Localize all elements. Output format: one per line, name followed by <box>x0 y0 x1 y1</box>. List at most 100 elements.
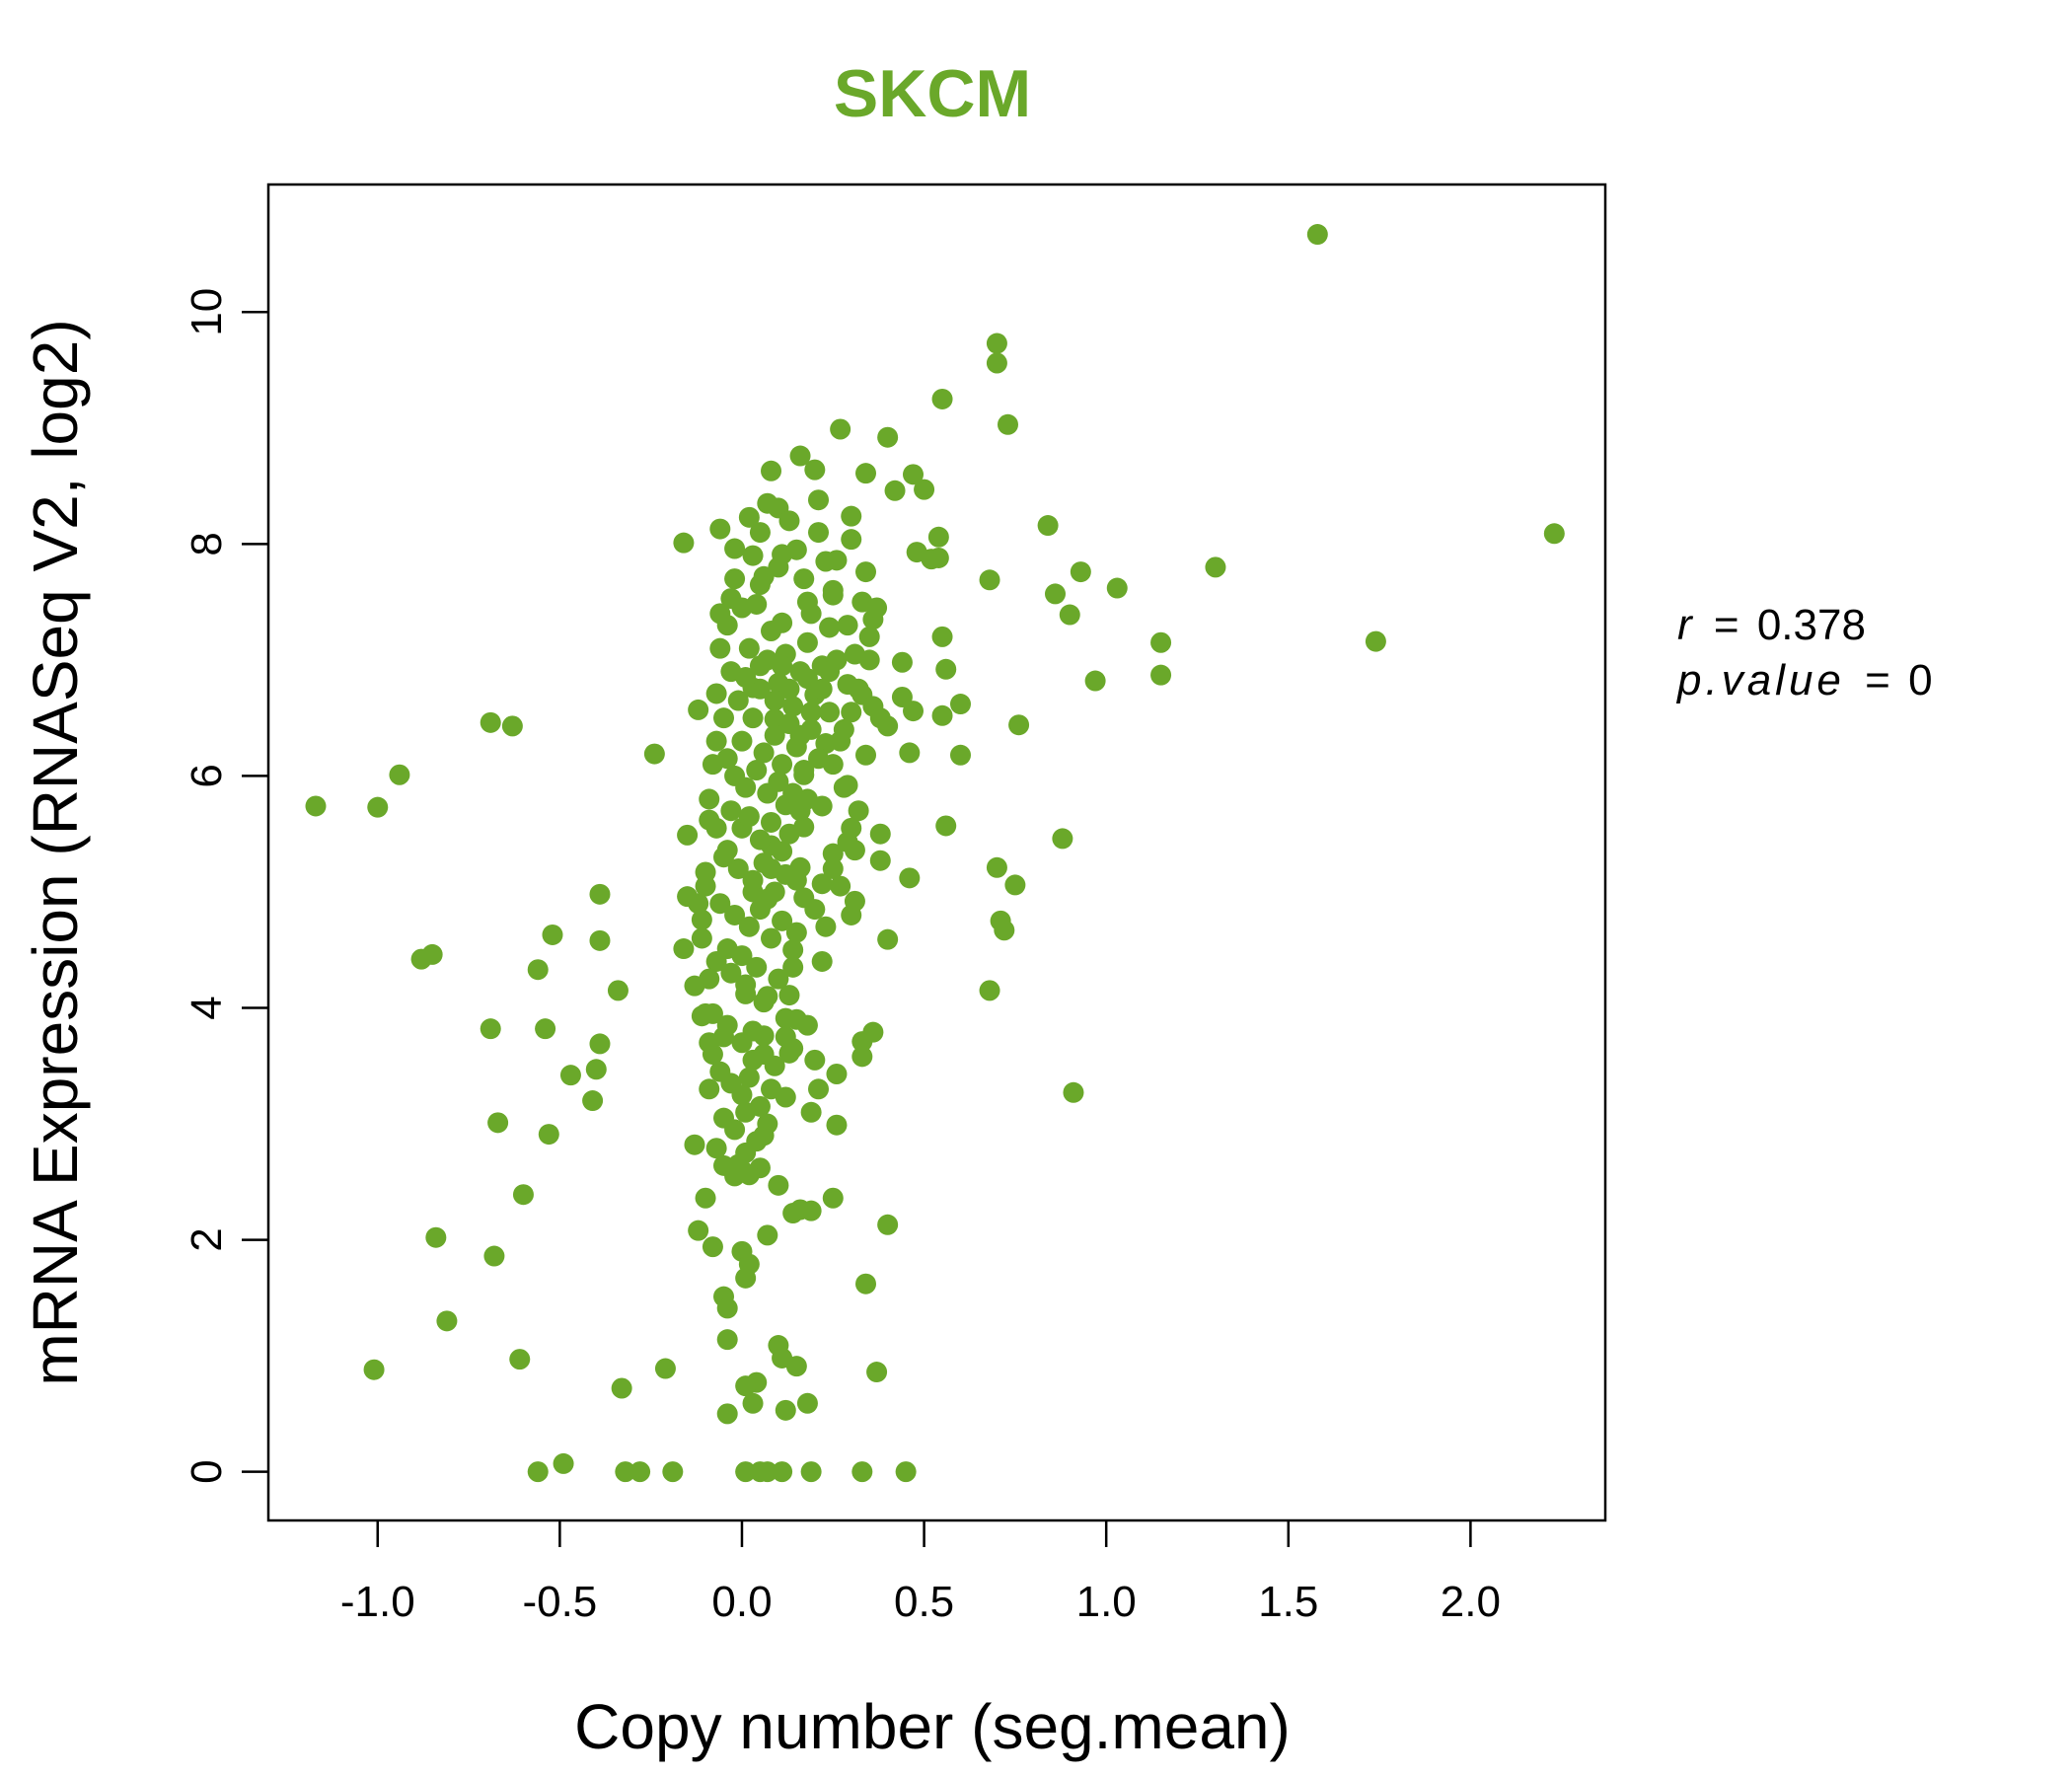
p-label: p.value <box>1675 656 1845 704</box>
data-point <box>1306 224 1328 246</box>
data-point <box>1150 631 1172 653</box>
data-point <box>699 1032 720 1054</box>
data-point <box>662 1461 684 1483</box>
data-point <box>727 690 749 711</box>
data-point <box>931 388 953 409</box>
data-point <box>735 777 757 798</box>
data-point <box>869 850 891 871</box>
data-point <box>749 522 771 544</box>
data-point <box>899 867 921 889</box>
x-axis-label: Copy number (seg.mean) <box>574 1691 1291 1762</box>
data-point <box>789 445 811 467</box>
data-point <box>1037 515 1059 537</box>
data-point <box>819 702 841 723</box>
data-point <box>986 352 1007 374</box>
data-point <box>742 1020 764 1042</box>
data-point <box>720 962 742 984</box>
data-point <box>793 760 815 781</box>
x-tick-label: 1.0 <box>1076 1578 1137 1626</box>
data-point <box>753 992 775 1013</box>
data-point <box>841 505 862 527</box>
data-point <box>866 597 888 619</box>
r-value: 0.378 <box>1757 601 1866 649</box>
data-point <box>1205 556 1226 578</box>
data-point <box>884 480 906 501</box>
data-point <box>724 904 746 925</box>
data-point <box>1543 523 1565 545</box>
y-axis-label: mRNA Expression (RNASeq V2, log2) <box>20 319 91 1385</box>
data-point <box>1070 561 1091 583</box>
data-point <box>772 754 793 776</box>
data-point <box>851 1046 873 1068</box>
data-point <box>761 460 782 481</box>
data-point <box>738 916 760 937</box>
data-point <box>753 1125 775 1147</box>
data-point <box>559 1065 581 1086</box>
data-point <box>844 643 865 665</box>
data-point <box>819 661 841 683</box>
data-point <box>979 569 1000 591</box>
data-point <box>487 1112 509 1134</box>
correlation-annotation: r = 0.378 p.value = 0 <box>1675 601 1933 704</box>
data-point <box>480 1018 501 1040</box>
data-point <box>735 1461 757 1483</box>
data-point <box>877 928 899 950</box>
data-point <box>553 1452 574 1474</box>
data-point <box>501 715 523 737</box>
data-point <box>800 1461 822 1483</box>
data-point <box>785 869 807 891</box>
data-point <box>949 694 971 715</box>
data-point <box>720 800 742 822</box>
data-point <box>716 1329 738 1351</box>
data-point <box>585 1059 607 1080</box>
data-point <box>615 1461 636 1483</box>
data-point <box>699 968 720 990</box>
data-point <box>935 815 957 837</box>
data-point <box>986 856 1007 878</box>
data-point <box>848 800 869 822</box>
data-point <box>684 1134 705 1155</box>
data-point <box>830 418 851 440</box>
data-point <box>775 1399 796 1421</box>
p-equals: = <box>1865 656 1890 704</box>
data-point <box>826 1063 848 1084</box>
data-point <box>891 651 913 673</box>
data-point <box>709 518 731 540</box>
data-point <box>796 1392 818 1414</box>
data-point <box>822 579 844 601</box>
data-point <box>782 696 804 717</box>
data-point <box>800 603 822 625</box>
svg-text:r = 0.378: r = 0.378 <box>1677 601 1866 649</box>
data-point <box>738 637 760 659</box>
data-point <box>1008 714 1030 736</box>
y-tick-label: 8 <box>183 532 231 555</box>
data-point <box>735 667 757 689</box>
data-point <box>764 881 785 903</box>
data-point <box>629 1461 651 1483</box>
data-point <box>695 875 716 897</box>
data-point <box>363 1359 385 1380</box>
x-tick-label: -0.5 <box>522 1578 597 1626</box>
data-point <box>811 678 833 700</box>
data-point <box>855 463 877 484</box>
data-point <box>705 730 727 752</box>
data-point <box>699 788 720 810</box>
data-point <box>367 796 389 818</box>
data-point <box>509 1349 531 1370</box>
data-point <box>742 1392 764 1414</box>
x-tick-label: 2.0 <box>1441 1578 1501 1626</box>
data-point <box>830 730 851 752</box>
data-point <box>903 701 925 722</box>
data-point <box>877 426 899 448</box>
data-point <box>869 823 891 845</box>
data-point <box>425 1226 447 1248</box>
y-tick-label: 6 <box>183 764 231 787</box>
x-tick-label: -1.0 <box>340 1578 415 1626</box>
data-point <box>738 506 760 528</box>
data-point <box>851 1031 873 1053</box>
data-point <box>607 980 629 1001</box>
data-point <box>512 1184 534 1206</box>
data-point <box>796 631 818 653</box>
data-point <box>589 883 611 905</box>
